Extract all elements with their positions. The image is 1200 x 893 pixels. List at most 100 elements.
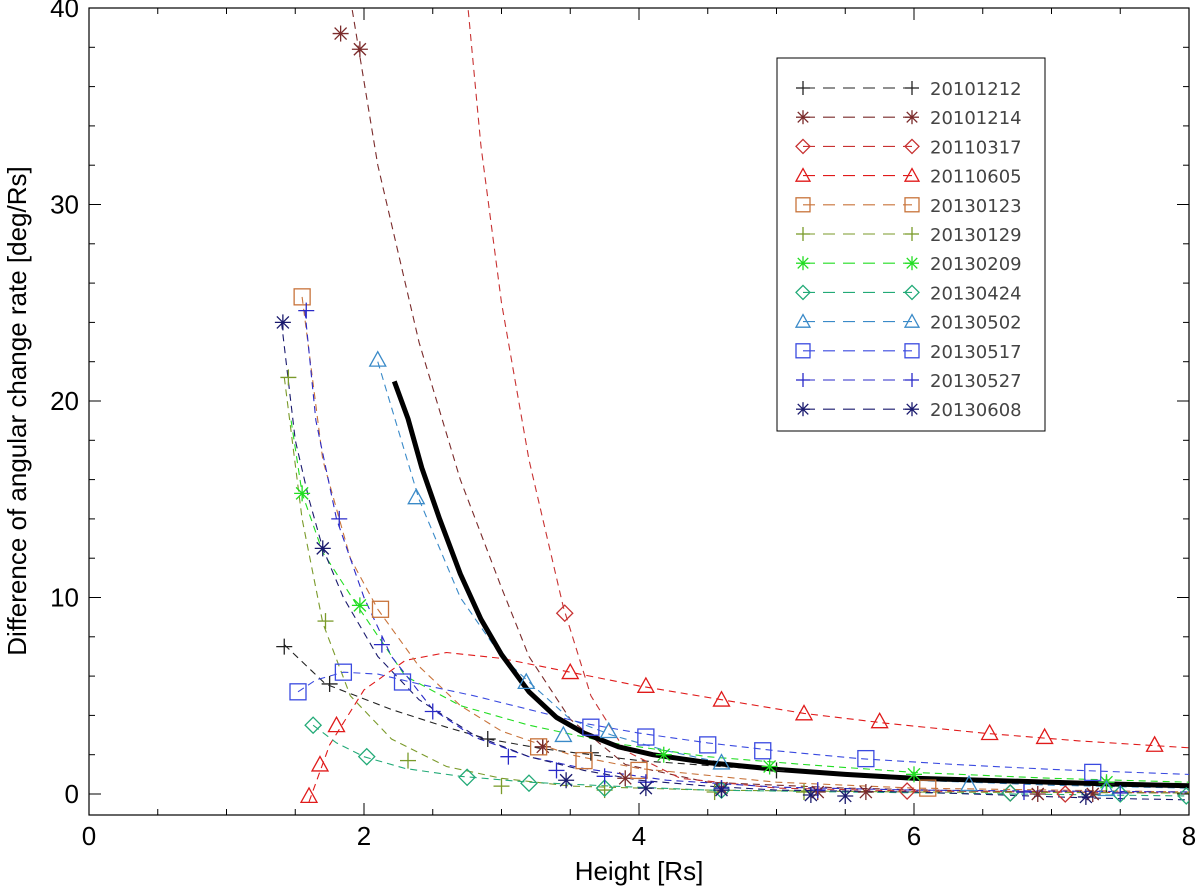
data-point-20130502 bbox=[712, 753, 731, 770]
data-point-20110317 bbox=[898, 782, 917, 800]
legend-entry-20130608: 20130608 bbox=[796, 400, 1022, 421]
x-tick-label: 4 bbox=[632, 821, 646, 851]
data-point-20130424 bbox=[357, 747, 376, 766]
data-point-20130527 bbox=[298, 302, 315, 319]
data-point-20130424 bbox=[304, 716, 323, 735]
series-line-20130123 bbox=[301, 296, 1189, 793]
data-point-20130527 bbox=[548, 762, 565, 779]
legend-marker-end bbox=[905, 373, 919, 387]
data-point-20101214 bbox=[857, 784, 874, 801]
legend-label: 20130123 bbox=[930, 196, 1022, 217]
y-tick-label: 10 bbox=[50, 583, 79, 613]
y-tick-label: 0 bbox=[65, 779, 79, 809]
data-point-20130517 bbox=[857, 749, 875, 768]
data-point-20101212 bbox=[768, 762, 785, 779]
series-line-20101214 bbox=[351, 8, 1189, 794]
y-tick-label: 40 bbox=[50, 0, 79, 23]
legend-marker-start bbox=[795, 343, 811, 359]
legend-marker-end bbox=[905, 110, 919, 125]
data-point-20130608 bbox=[1077, 788, 1094, 805]
data-point-20130527 bbox=[500, 748, 517, 765]
legend-marker-end bbox=[904, 138, 920, 155]
data-point-20130502 bbox=[517, 672, 536, 690]
legend-marker-start bbox=[794, 313, 812, 328]
axis-ticks: 0 2 4 6 8 0 10 20 30 40 bbox=[50, 0, 1196, 851]
legend-marker-start bbox=[795, 284, 811, 301]
data-point-20130502 bbox=[1097, 779, 1116, 797]
legend-entry-20130123: 20130123 bbox=[795, 196, 1022, 217]
data-point-20110605 bbox=[980, 723, 999, 741]
data-point-20130608 bbox=[802, 786, 819, 803]
data-point-20130502 bbox=[554, 725, 573, 743]
data-point-20130424 bbox=[595, 779, 614, 798]
series-line-20130527 bbox=[304, 310, 1189, 793]
legend-entry-20130209: 20130209 bbox=[796, 254, 1022, 275]
data-point-20130608 bbox=[713, 782, 730, 799]
legend-entry-20130129: 20130129 bbox=[796, 225, 1022, 246]
data-point-20130502 bbox=[599, 721, 618, 739]
data-point-20130502 bbox=[368, 350, 387, 367]
data-point-20130517 bbox=[393, 673, 412, 691]
data-point-20130517 bbox=[699, 736, 717, 754]
data-point-20130123 bbox=[293, 288, 311, 306]
data-point-20110317 bbox=[555, 604, 574, 623]
data-point-20130608 bbox=[637, 780, 654, 797]
legend-label: 20130527 bbox=[930, 371, 1022, 392]
legend-marker-start bbox=[796, 110, 810, 125]
data-point-20130129 bbox=[280, 369, 297, 386]
legend-label: 20130424 bbox=[930, 283, 1022, 304]
data-point-20110605 bbox=[870, 711, 889, 729]
legend-entry-20101212: 20101212 bbox=[796, 79, 1022, 100]
legend-label: 20130209 bbox=[930, 254, 1022, 275]
data-point-20130209 bbox=[761, 758, 778, 775]
data-point-20110605 bbox=[794, 704, 814, 721]
x-axis-label: Height [Rs] bbox=[575, 856, 704, 886]
legend-entry-20110317: 20110317 bbox=[795, 137, 1022, 158]
data-point-20101214 bbox=[1084, 786, 1101, 802]
data-point-20110317 bbox=[1056, 785, 1075, 803]
legend-marker-end bbox=[905, 227, 919, 241]
data-point-20101214 bbox=[332, 25, 349, 42]
data-point-20130517 bbox=[289, 683, 307, 701]
data-point-20130123 bbox=[575, 751, 593, 770]
data-point-20130129 bbox=[400, 752, 416, 769]
data-point-20130123 bbox=[371, 600, 390, 618]
y-tick-label: 30 bbox=[50, 190, 79, 220]
data-point-20110605 bbox=[299, 786, 319, 804]
legend-entry-20130517: 20130517 bbox=[795, 342, 1022, 363]
legend-entry-20130502: 20130502 bbox=[794, 313, 1022, 334]
legend-marker-start bbox=[795, 138, 811, 155]
data-point-20130502 bbox=[407, 487, 426, 505]
legend-marker-end bbox=[903, 313, 921, 328]
data-point-20130517 bbox=[582, 718, 600, 736]
legend-marker-start bbox=[796, 227, 810, 241]
data-point-20110605 bbox=[712, 690, 731, 707]
legend-label: 20101212 bbox=[930, 79, 1022, 100]
legend-label: 20130129 bbox=[930, 225, 1022, 246]
series-line-20130608 bbox=[280, 322, 1189, 801]
legend-label: 20130517 bbox=[930, 342, 1022, 363]
data-point-20130527 bbox=[1016, 784, 1032, 801]
data-point-20130129 bbox=[493, 778, 510, 795]
series-curves bbox=[280, 8, 1189, 803]
legend-marker-end bbox=[905, 256, 919, 271]
x-tick-label: 6 bbox=[907, 821, 921, 851]
y-tick-label: 20 bbox=[50, 386, 79, 416]
legend-label: 20110317 bbox=[930, 137, 1022, 158]
data-point-20130424 bbox=[1111, 785, 1130, 803]
data-point-20130209 bbox=[655, 746, 672, 763]
data-point-20101214 bbox=[351, 41, 368, 58]
legend-marker-start bbox=[796, 373, 810, 387]
legend-entry-20101214: 20101214 bbox=[796, 108, 1022, 129]
legend: 20101212 20101214 20110317 20110605 20130123… bbox=[776, 57, 1046, 432]
legend-label: 20130608 bbox=[930, 400, 1022, 421]
data-point-20130517 bbox=[334, 663, 353, 681]
x-tick-label: 2 bbox=[357, 821, 371, 851]
legend-marker-start bbox=[796, 402, 810, 417]
data-point-20130209 bbox=[351, 597, 368, 614]
fit-curve bbox=[391, 380, 1189, 789]
data-point-20130527 bbox=[424, 703, 441, 720]
series-line-20110317 bbox=[467, 8, 1189, 794]
legend-marker-end bbox=[903, 167, 921, 182]
